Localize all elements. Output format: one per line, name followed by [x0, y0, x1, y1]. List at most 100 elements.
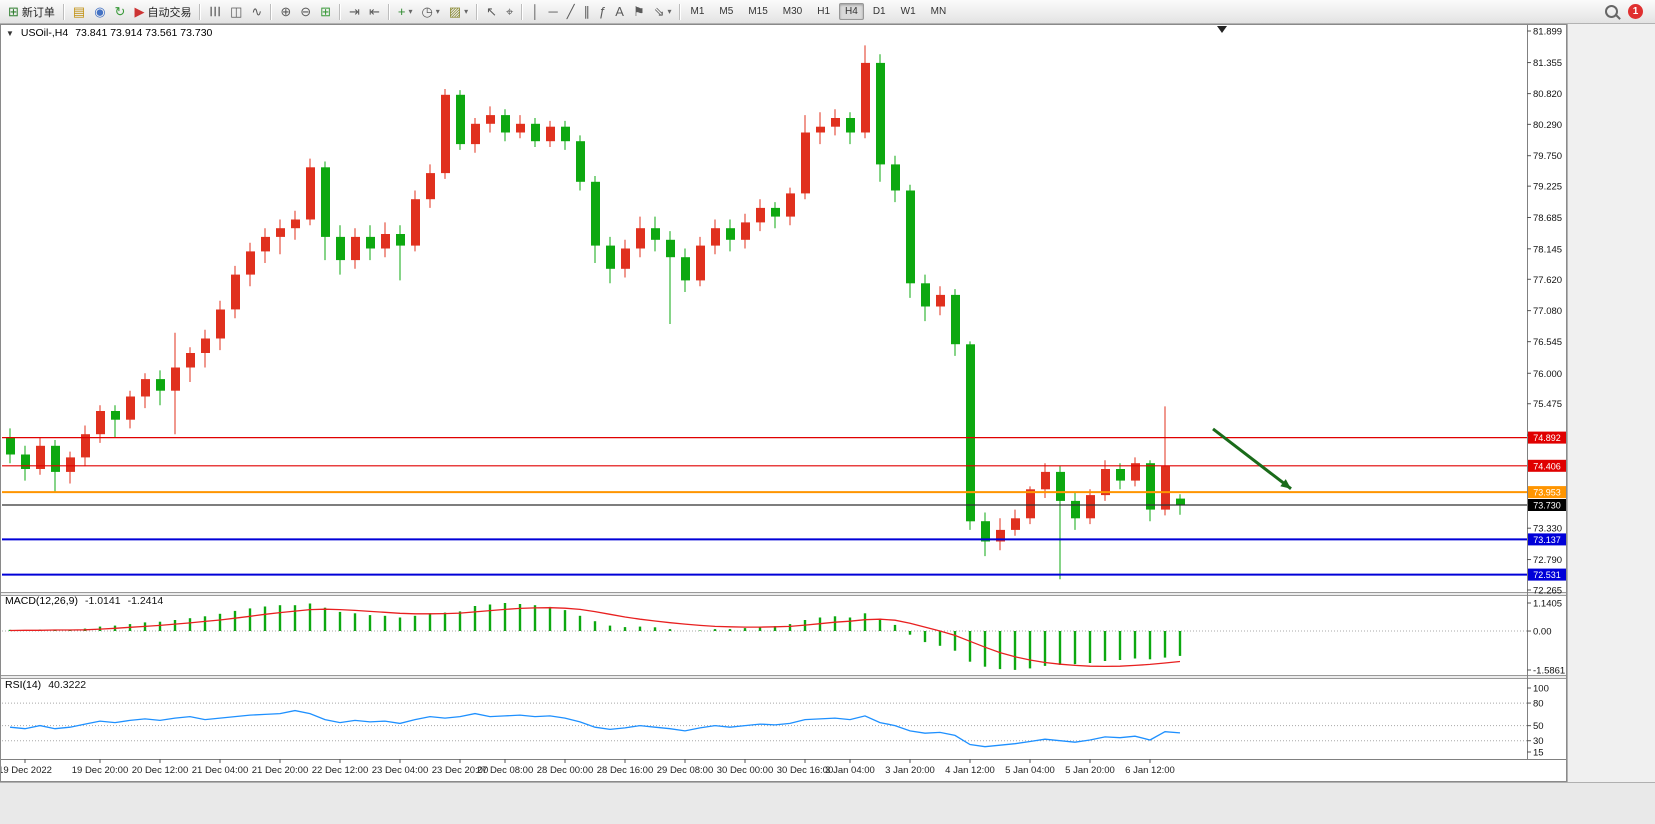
profiles-icon[interactable]: ◉: [90, 2, 109, 22]
bars-chart-icon-glyph: ☰: [207, 5, 223, 18]
right-panel-strip: [1567, 24, 1655, 782]
crosshair-icon[interactable]: ⌖: [502, 2, 517, 22]
zoom-in-icon-glyph: ⊕: [280, 4, 292, 19]
periods-button[interactable]: ◷ ▾: [417, 2, 443, 22]
chart-shift-icon[interactable]: ⇤: [365, 2, 384, 22]
top-toolbar: ⊞ 新订单 ▤ ◉ ↻ ▶ 自动交易 ☰ ◫ ∿ ⊕ ⊖ ⊞ ⇥ ⇤ + ▾ ◷ ▾ ▨ ▾ ↖ ⌖ │ ─ ╱ ∥ ƒ A ⚑ ⇘ ▾ M1…: [0, 0, 1655, 24]
svg-text:1.1405: 1.1405: [1533, 599, 1562, 610]
templates-button-glyph: ▨: [448, 4, 462, 19]
charts-icon[interactable]: ▤: [69, 2, 89, 22]
hline-tool-icon[interactable]: ─: [544, 2, 561, 22]
timeframe-w1[interactable]: W1: [900, 6, 916, 17]
arrow-annotation[interactable]: [1212, 427, 1292, 490]
svg-text:23 Dec 04:00: 23 Dec 04:00: [372, 765, 429, 776]
candlestick-series: [6, 45, 1185, 580]
timeframe-h1[interactable]: H1: [817, 6, 831, 17]
indicators-button-dropdown-icon[interactable]: ▾: [408, 7, 413, 16]
line-chart-icon-glyph: ∿: [251, 4, 263, 19]
timeframe-d1[interactable]: D1: [872, 6, 886, 17]
svg-text:21 Dec 20:00: 21 Dec 20:00: [252, 765, 309, 776]
fibonacci-tool-icon[interactable]: ƒ: [595, 2, 610, 22]
toolbar-divider: [339, 3, 342, 20]
svg-text:76.000: 76.000: [1533, 369, 1562, 380]
timeframe-mn[interactable]: MN: [930, 6, 947, 17]
svg-text:73.137: 73.137: [1533, 535, 1561, 545]
svg-text:80.290: 80.290: [1533, 120, 1562, 131]
svg-text:27 Dec 08:00: 27 Dec 08:00: [477, 765, 534, 776]
zoom-out-icon-glyph: ⊖: [300, 4, 312, 19]
new-order-button[interactable]: ⊞ 新订单: [4, 2, 59, 22]
toolbar-divider: [199, 3, 202, 20]
periods-button-dropdown-icon[interactable]: ▾: [435, 7, 440, 16]
svg-text:21 Dec 04:00: 21 Dec 04:00: [192, 765, 249, 776]
time-scale[interactable]: 19 Dec 2022 19 Dec 20:00 20 Dec 12:00 21 De…: [0, 759, 1567, 776]
templates-button[interactable]: ▨ ▾: [445, 2, 472, 22]
svg-text:6 Jan 12:00: 6 Jan 12:00: [1125, 765, 1175, 776]
timeframe-m15[interactable]: M15: [748, 6, 768, 17]
rsi-panel: [2, 702, 1527, 742]
vline-tool-icon[interactable]: │: [527, 2, 543, 22]
price-scale[interactable]: 81.899 81.355 80.820 80.290 79.750 79.225 78.6…: [1527, 24, 1565, 759]
arrows-tool-button-dropdown-icon[interactable]: ▾: [667, 7, 672, 16]
svg-text:30 Dec 00:00: 30 Dec 00:00: [717, 765, 774, 776]
svg-text:76.545: 76.545: [1533, 337, 1562, 348]
crosshair-icon-glyph: ⌖: [506, 4, 514, 19]
chart-shift-marker[interactable]: [1217, 26, 1227, 33]
svg-text:77.620: 77.620: [1533, 275, 1562, 286]
toolbar-right: 1: [1605, 4, 1651, 19]
macd-signal-line: [9, 607, 1181, 668]
svg-text:0.00: 0.00: [1533, 627, 1552, 638]
timeframe-m30[interactable]: M30: [782, 6, 803, 17]
svg-text:-1.5861: -1.5861: [1533, 666, 1565, 677]
bottom-strip: [0, 782, 1655, 824]
chart-window: ▼ USOil-,H4 73.841 73.914 73.561 73.730 …: [0, 24, 1567, 782]
zoom-in-icon[interactable]: ⊕: [276, 2, 295, 22]
svg-text:79.750: 79.750: [1533, 151, 1562, 162]
svg-text:73.330: 73.330: [1533, 524, 1562, 535]
svg-text:79.225: 79.225: [1533, 182, 1562, 193]
trendline-tool-icon-glyph: ╱: [566, 4, 575, 19]
timeframe-m1[interactable]: M1: [690, 6, 705, 17]
timeframe-h4[interactable]: H4: [839, 3, 864, 20]
chart-title-expander-icon[interactable]: ▼: [6, 29, 14, 38]
refresh-icon[interactable]: ↻: [111, 2, 130, 22]
zoom-out-icon[interactable]: ⊖: [296, 2, 315, 22]
bars-chart-icon[interactable]: ☰: [205, 2, 225, 22]
arrows-tool-button-glyph: ⇘: [653, 4, 665, 19]
notification-badge[interactable]: 1: [1628, 4, 1643, 19]
tile-windows-icon[interactable]: ⊞: [316, 2, 335, 22]
svg-text:73.953: 73.953: [1533, 488, 1561, 498]
text-tool-icon[interactable]: A: [611, 2, 628, 22]
text-tool-icon-glyph: A: [615, 4, 624, 19]
svg-text:72.531: 72.531: [1533, 570, 1561, 580]
cursor-icon[interactable]: ↖: [482, 2, 501, 22]
search-icon[interactable]: [1605, 5, 1618, 18]
candles-chart-icon[interactable]: ◫: [226, 2, 246, 22]
chart-canvas[interactable]: 81.899 81.355 80.820 80.290 79.750 79.225 78.6…: [0, 24, 1567, 782]
autoscroll-icon[interactable]: ⇥: [345, 2, 364, 22]
toolbar-button-groups: ⊞ 新订单 ▤ ◉ ↻ ▶ 自动交易 ☰ ◫ ∿ ⊕ ⊖ ⊞ ⇥ ⇤ + ▾ ◷ ▾ ▨ ▾ ↖ ⌖ │ ─ ╱ ∥ ƒ A ⚑ ⇘ ▾: [4, 2, 676, 22]
svg-text:77.080: 77.080: [1533, 306, 1562, 317]
channel-tool-icon[interactable]: ∥: [580, 2, 595, 22]
vline-tool-icon-glyph: │: [531, 4, 540, 19]
autotrading-button[interactable]: ▶ 自动交易: [130, 2, 195, 22]
svg-text:5 Jan 20:00: 5 Jan 20:00: [1065, 765, 1115, 776]
line-chart-icon[interactable]: ∿: [247, 2, 266, 22]
timeframe-m5[interactable]: M5: [719, 6, 734, 17]
svg-text:81.899: 81.899: [1533, 27, 1562, 38]
trendline-tool-icon[interactable]: ╱: [563, 2, 579, 22]
new-order-button-glyph: ⊞: [8, 4, 19, 19]
indicators-button[interactable]: + ▾: [394, 2, 417, 22]
label-tool-icon[interactable]: ⚑: [629, 2, 649, 22]
templates-button-dropdown-icon[interactable]: ▾: [464, 7, 469, 16]
svg-text:29 Dec 08:00: 29 Dec 08:00: [657, 765, 714, 776]
tile-windows-icon-glyph: ⊞: [320, 4, 332, 19]
svg-text:80: 80: [1533, 699, 1544, 710]
arrows-tool-button[interactable]: ⇘ ▾: [650, 2, 676, 22]
price-badges: 74.892 74.406 73.953 73.730 73.137 72.531: [1528, 431, 1566, 581]
autoscroll-icon-glyph: ⇥: [349, 4, 360, 19]
svg-text:20 Dec 12:00: 20 Dec 12:00: [132, 765, 189, 776]
svg-text:22 Dec 12:00: 22 Dec 12:00: [312, 765, 369, 776]
fibonacci-tool-icon-glyph: ƒ: [599, 4, 607, 19]
